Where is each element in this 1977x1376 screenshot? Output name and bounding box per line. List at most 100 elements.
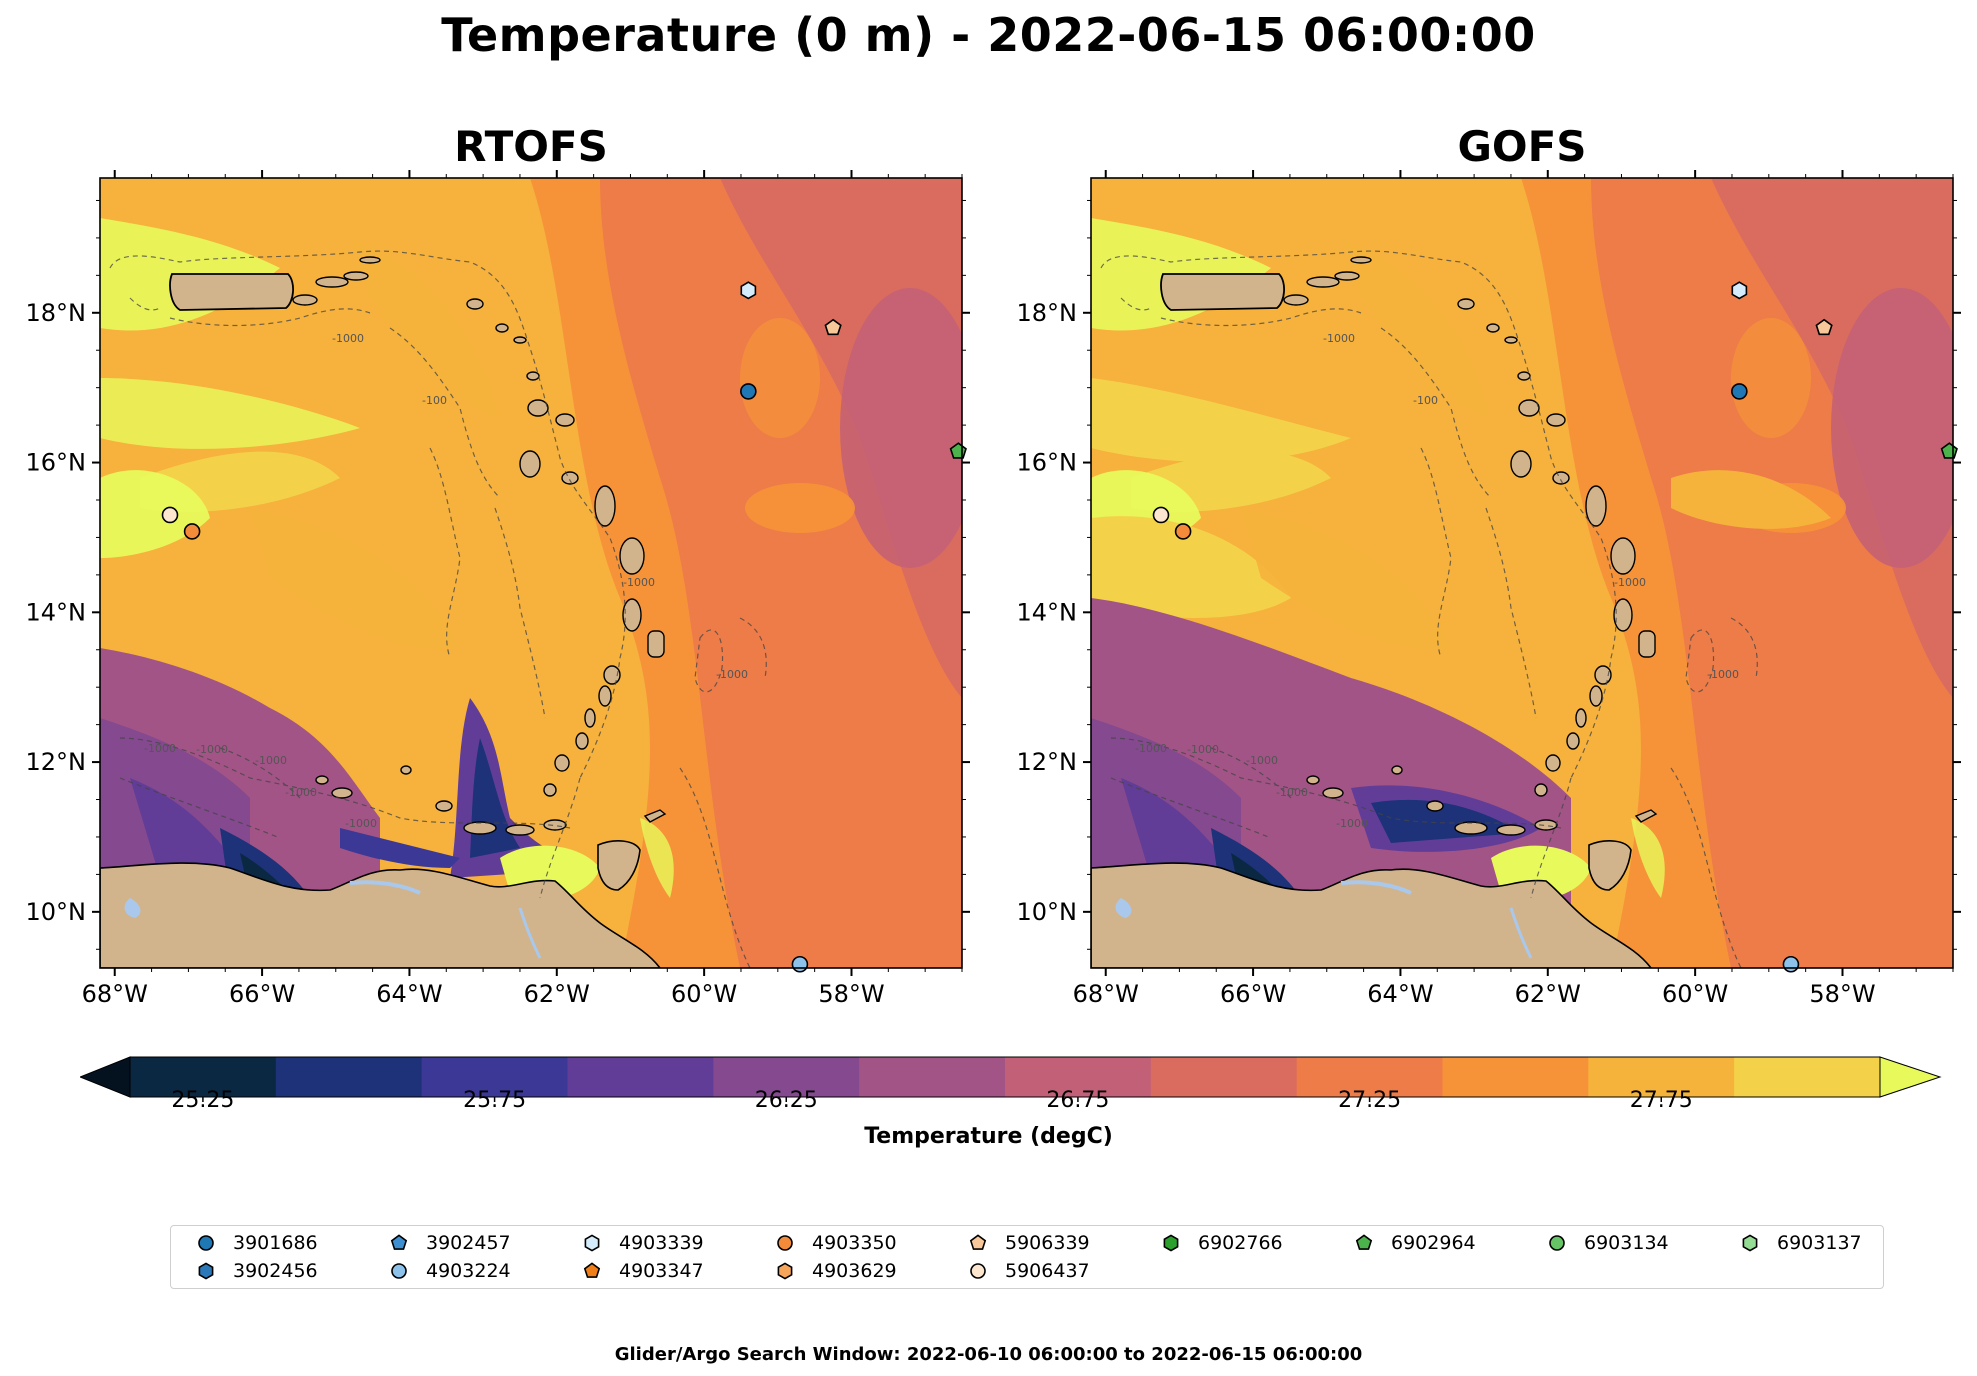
legend-label: 4903347 xyxy=(619,1260,704,1282)
isobath-label: -1000 xyxy=(1336,817,1368,830)
legend-entry-4903224: 4903224 xyxy=(384,1257,511,1285)
isobath-label: -100 xyxy=(422,394,447,407)
lat-tick-label: 12°N xyxy=(1017,748,1078,776)
colorbar xyxy=(78,1052,1977,1162)
lon-tick-label: 60°W xyxy=(1662,980,1728,1008)
isobath-label: -1000 xyxy=(285,786,317,799)
colorbar-bin xyxy=(1442,1057,1589,1097)
isobath-label: -1000 xyxy=(1614,576,1646,589)
float-marker-4903339 xyxy=(740,281,757,300)
legend-label: 6902964 xyxy=(1391,1232,1476,1254)
colorbar-bin xyxy=(713,1057,860,1097)
legend-entry-5906339: 5906339 xyxy=(963,1229,1090,1257)
colorbar-tick-label: 27.75 xyxy=(1629,1088,1693,1113)
search-window-note: Glider/Argo Search Window: 2022-06-10 06… xyxy=(614,1344,1363,1365)
legend-entry-4903339: 4903339 xyxy=(577,1229,704,1257)
colorbar-bin xyxy=(567,1057,714,1097)
lat-tick-label: 18°N xyxy=(1017,299,1078,327)
panel-title-gofs: GOFS xyxy=(1457,122,1587,171)
isobath-label: -1000 xyxy=(255,754,287,767)
lat-tick-label: 18°N xyxy=(26,299,87,327)
isobath-label: -1000 xyxy=(1276,786,1308,799)
colorbar-bin xyxy=(1150,1057,1298,1097)
lat-tick-label: 12°N xyxy=(26,748,87,776)
legend-entry-6903137: 6903137 xyxy=(1735,1229,1862,1257)
legend-entry-4903629: 4903629 xyxy=(770,1257,897,1285)
isobath-label: -1000 xyxy=(716,668,748,681)
colorbar-tick-label: 27.25 xyxy=(1338,1088,1402,1113)
isobath-label: -1000 xyxy=(1135,742,1167,755)
float-marker-5906437 xyxy=(1152,506,1170,524)
lon-tick-label: 68°W xyxy=(1073,980,1139,1008)
colorbar-bin xyxy=(130,1057,277,1097)
isobath-label: -1000 xyxy=(345,817,377,830)
map-panel-rtofs[interactable]: -1000 -100 -1000 -1000 -1000 -1000 -1000 -1000 -… xyxy=(26,170,970,1008)
colorbar-tick-label: 25.75 xyxy=(463,1088,527,1113)
lat-tick-label: 16°N xyxy=(1017,449,1078,477)
legend-marker-6902766 xyxy=(1163,1234,1179,1252)
lon-tick-label: 62°W xyxy=(524,980,590,1008)
legend-marker-3901686 xyxy=(198,1235,214,1251)
lat-tick-label: 10°N xyxy=(26,898,87,926)
legend-label: 5906339 xyxy=(1005,1232,1090,1254)
colorbar-bin xyxy=(1296,1057,1443,1097)
legend-entry-6902766: 6902766 xyxy=(1156,1229,1283,1257)
isobath-label: -1000 xyxy=(1323,332,1355,345)
figure-title: Temperature (0 m) - 2022-06-15 06:00:00 xyxy=(441,8,1536,62)
legend-entry-4903350: 4903350 xyxy=(770,1229,897,1257)
float-marker-5906339 xyxy=(1815,318,1833,336)
legend-marker-5906437 xyxy=(970,1263,986,1279)
float-marker-4903350 xyxy=(183,523,201,540)
colorbar-bin xyxy=(275,1057,423,1097)
lon-tick-label: 66°W xyxy=(229,980,295,1008)
legend-label: 4903350 xyxy=(812,1232,897,1254)
lat-tick-label: 10°N xyxy=(1017,898,1078,926)
lon-tick-label: 66°W xyxy=(1220,980,1286,1008)
lon-tick-label: 64°W xyxy=(376,980,442,1008)
lon-tick-label: 58°W xyxy=(1809,980,1875,1008)
colorbar-bin xyxy=(1588,1057,1735,1097)
legend-label: 4903629 xyxy=(812,1260,897,1282)
legend-entry-3902456: 3902456 xyxy=(191,1257,318,1285)
legend-label: 6903134 xyxy=(1584,1232,1669,1254)
colorbar-tick-label: 26.25 xyxy=(754,1088,818,1113)
isobath-label: -1000 xyxy=(1707,668,1739,681)
legend-entry-6902964: 6902964 xyxy=(1349,1229,1476,1257)
legend-label: 4903339 xyxy=(619,1232,704,1254)
lon-tick-label: 64°W xyxy=(1367,980,1433,1008)
lat-tick-label: 16°N xyxy=(26,449,87,477)
isobath-label: -1000 xyxy=(144,742,176,755)
colorbar-bin xyxy=(859,1057,1006,1097)
temperature-field: -1000 -100 -1000 -1000 -1000 -1000 -1000 -1000 -… xyxy=(100,178,962,968)
isobath-label: -1000 xyxy=(1246,754,1278,767)
isobath-contours xyxy=(1100,250,1758,968)
float-marker-3901686 xyxy=(740,383,757,400)
legend-entry-4903347: 4903347 xyxy=(577,1257,704,1285)
legend-marker-3902456 xyxy=(198,1262,214,1280)
legend-marker-4903350 xyxy=(777,1235,793,1251)
legend-marker-4903339 xyxy=(584,1234,600,1252)
legend-entry-3901686: 3901686 xyxy=(191,1229,318,1257)
map-panel-gofs[interactable]: -1000 -100 -1000 -1000 -1000 -1000 -1000 -1000 -… xyxy=(1017,170,1961,1008)
lon-tick-label: 68°W xyxy=(82,980,148,1008)
legend-label: 4903224 xyxy=(426,1260,511,1282)
legend-marker-4903629 xyxy=(777,1262,793,1280)
float-marker-5906339 xyxy=(824,318,842,336)
colorbar-label: Temperature (degC) xyxy=(864,1124,1113,1149)
float-marker-4903339 xyxy=(1731,281,1748,300)
colorbar-bin xyxy=(1005,1057,1152,1097)
lat-tick-label: 14°N xyxy=(1017,598,1078,626)
legend-label: 3902457 xyxy=(426,1232,511,1254)
legend-marker-6902964 xyxy=(1355,1234,1373,1250)
float-legend: 3901686 3902457 4903339 4903350 5906339 69027… xyxy=(170,1225,1884,1289)
legend-marker-6903137 xyxy=(1742,1234,1758,1252)
legend-marker-5906339 xyxy=(969,1234,987,1250)
float-marker-4903224 xyxy=(1782,955,1800,973)
isobath-contours xyxy=(109,250,767,968)
float-marker-4903350 xyxy=(1174,523,1192,540)
colorbar-tick-label: 25.25 xyxy=(171,1088,235,1113)
isobath-label: -100 xyxy=(1413,394,1438,407)
float-marker-5906437 xyxy=(161,506,179,524)
lat-tick-label: 14°N xyxy=(26,598,87,626)
legend-entry-5906437: 5906437 xyxy=(963,1257,1090,1285)
